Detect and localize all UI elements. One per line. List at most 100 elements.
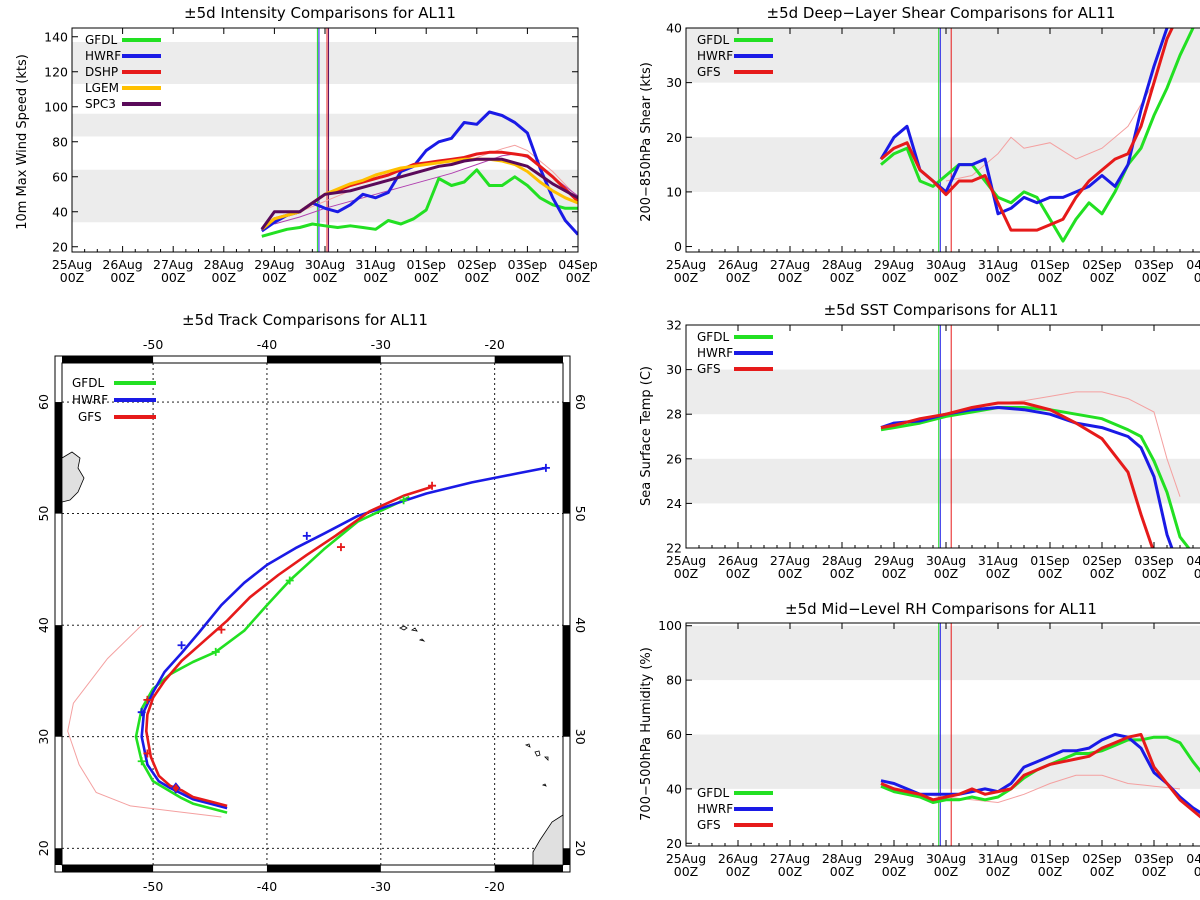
rh-ytick-label: 80 (666, 673, 682, 688)
shear-xtick-hour: 00Z (778, 270, 802, 285)
track-marker-hwrf (302, 531, 311, 540)
track-lat-label-right: 30 (573, 729, 588, 745)
intensity-legend-label-spc3: SPC3 (85, 97, 116, 111)
track-marker-gfdl (399, 496, 408, 505)
track-axes (61, 362, 564, 866)
intensity-ytick-label: 80 (52, 134, 68, 149)
track-series-hwrf (140, 466, 547, 810)
track-marker-gfs (336, 543, 345, 552)
track-lat-label-left: 20 (36, 840, 51, 856)
intensity-xtick-date: 29Aug (254, 257, 294, 272)
track-frame-bar-right (563, 625, 570, 737)
shear-ytick-label: 0 (674, 239, 682, 254)
track-lat-label-right: 20 (573, 840, 588, 856)
rh-ytick-label: 40 (666, 781, 682, 796)
intensity-legend-label-hwrf: HWRF (85, 49, 121, 63)
rh-panel: ±5d Mid−Level RH Comparisons for AL11 70… (639, 600, 1200, 879)
sst-series-gfs (880, 401, 1155, 548)
shear-xtick-date: 31Aug (978, 257, 1018, 272)
sst-xtick-hour: 00Z (1142, 566, 1166, 581)
rh-xtick-date: 01Sep (1030, 851, 1070, 866)
sst-ytick-label: 26 (666, 451, 682, 466)
rh-xtick-hour: 00Z (778, 864, 802, 879)
sst-xtick-date: 26Aug (718, 553, 758, 568)
shear-ytick-label: 20 (666, 130, 682, 145)
shear-legend-label-gfdl: GFDL (697, 33, 729, 47)
sst-xtick-date: 04Sep (1186, 553, 1200, 568)
intensity-ytick-label: 120 (44, 64, 68, 79)
shear-ytick-label: 40 (666, 21, 682, 36)
track-outer-frame (54, 355, 571, 873)
sst-xtick-hour: 00Z (882, 566, 906, 581)
rh-xtick-date: 27Aug (770, 851, 810, 866)
sst-ytick-label: 22 (666, 541, 682, 556)
rh-xtick-date: 02Sep (1082, 851, 1122, 866)
shear-xtick-hour: 00Z (1090, 270, 1114, 285)
track-start-marker (171, 782, 181, 794)
rh-xtick-date: 03Sep (1134, 851, 1174, 866)
intensity-xtick-date: 04Sep (558, 257, 598, 272)
rh-xtick-date: 30Aug (926, 851, 966, 866)
rh-series-gfs (880, 733, 1200, 819)
track-thin-gfs (67, 624, 222, 818)
intensity-xtick-date: 25Aug (52, 257, 92, 272)
shear-xtick-date: 01Sep (1030, 257, 1070, 272)
rh-xtick-hour: 00Z (1038, 864, 1062, 879)
intensity-band-1 (72, 113, 578, 137)
intensity-series-gfdl (261, 168, 578, 238)
sst-xtick-hour: 00Z (986, 566, 1010, 581)
rh-band-1 (686, 625, 1200, 681)
rh-ytick-label: 60 (666, 727, 682, 742)
sst-xtick-hour: 00Z (778, 566, 802, 581)
shear-band-0 (686, 137, 1200, 192)
rh-xtick-hour: 00Z (882, 864, 906, 879)
track-lon-label-top: -40 (257, 337, 277, 352)
track-frame-bar-right (563, 402, 570, 514)
sst-panel: ±5d SST Comparisons for AL11 Sea Surface… (639, 301, 1200, 581)
track-marker-hwrf (541, 463, 550, 472)
intensity-xtick-hour: 00Z (515, 270, 539, 285)
track-lat-label-left: 30 (36, 729, 51, 745)
intensity-ylabel: 10m Max Wind Speed (kts) (15, 54, 30, 230)
intensity-legend-label-gfdl: GFDL (85, 33, 117, 47)
track-lat-label-left: 40 (36, 617, 51, 633)
track-frame-bar-left (55, 848, 62, 865)
rh-xtick-date: 26Aug (718, 851, 758, 866)
intensity-xtick-hour: 00Z (566, 270, 590, 285)
shear-xtick-hour: 00Z (830, 270, 854, 285)
shear-legend-label-gfs: GFS (697, 65, 721, 79)
track-frame-bar-left (55, 625, 62, 737)
track-marker-hwrf (137, 708, 146, 717)
sst-xtick-hour: 00Z (1090, 566, 1114, 581)
track-lon-label-bottom: -30 (371, 879, 391, 894)
sst-xtick-hour: 00Z (1038, 566, 1062, 581)
shear-xtick-hour: 00Z (882, 270, 906, 285)
intensity-series-hwrf (260, 110, 578, 236)
rh-xtick-date: 04Sep (1186, 851, 1200, 866)
sst-xtick-hour: 00Z (726, 566, 750, 581)
intensity-ytick-label: 60 (52, 169, 68, 184)
sst-legend-label-gfdl: GFDL (697, 330, 729, 344)
intensity-xtick-hour: 00Z (161, 270, 185, 285)
rh-xtick-hour: 00Z (986, 864, 1010, 879)
shear-ytick-label: 10 (666, 184, 682, 199)
rh-series-hwrf (880, 733, 1200, 815)
sst-xtick-hour: 00Z (674, 566, 698, 581)
track-legend-label-gfdl: GFDL (72, 376, 104, 390)
sst-legend-label-gfs: GFS (697, 362, 721, 376)
intensity-band-2 (72, 42, 578, 84)
shear-xtick-date: 03Sep (1134, 257, 1174, 272)
track-marker-gfs (428, 481, 437, 490)
rh-xtick-hour: 00Z (1090, 864, 1114, 879)
sst-xtick-hour: 00Z (934, 566, 958, 581)
track-frame-bar-bottom (266, 865, 381, 872)
intensity-xtick-date: 28Aug (204, 257, 244, 272)
sst-ytick-label: 28 (666, 407, 682, 422)
intensity-ytick-label: 100 (44, 99, 68, 114)
intensity-xtick-date: 03Sep (508, 257, 548, 272)
intensity-xtick-date: 02Sep (457, 257, 497, 272)
shear-xtick-date: 25Aug (666, 257, 706, 272)
intensity-ytick-label: 20 (52, 239, 68, 254)
intensity-xtick-hour: 00Z (465, 270, 489, 285)
